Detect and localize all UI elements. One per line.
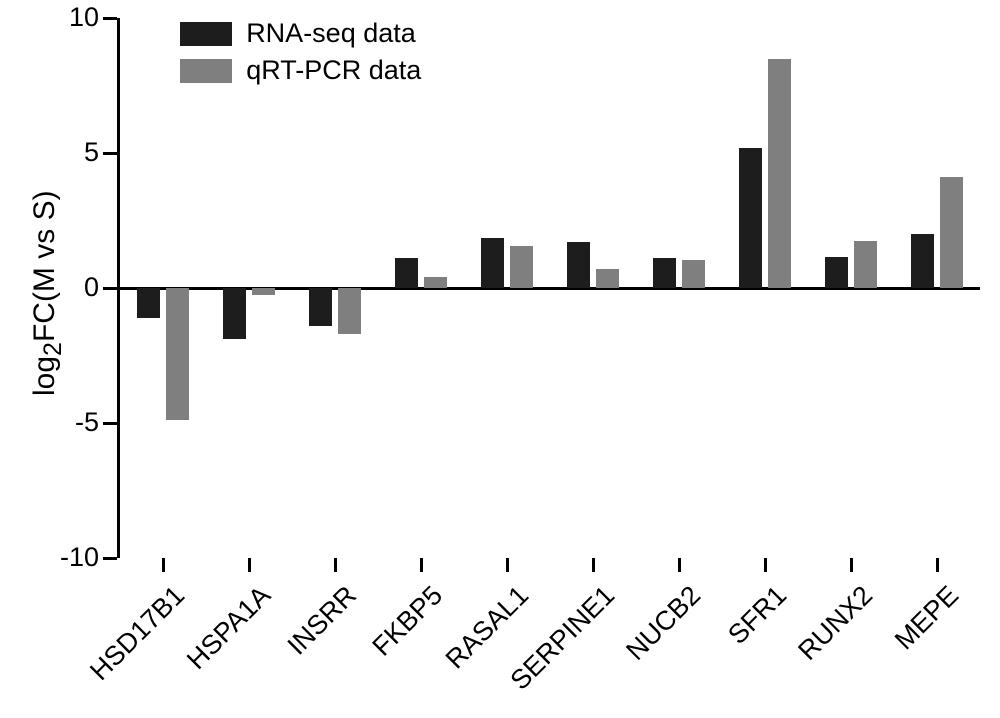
- bar: [137, 288, 160, 318]
- x-tick: [420, 558, 423, 572]
- bar: [309, 288, 332, 326]
- bar: [166, 288, 189, 420]
- chart-container: RNA-seq dataqRT-PCR data log2FC(M vs S) …: [0, 0, 1000, 718]
- x-tick: [592, 558, 595, 572]
- bar: [252, 288, 275, 295]
- x-tick: [162, 558, 165, 572]
- bar: [653, 258, 676, 288]
- bar: [854, 241, 877, 288]
- bar: [395, 258, 418, 288]
- bar: [768, 59, 791, 289]
- bar: [596, 269, 619, 288]
- bar: [825, 257, 848, 288]
- bar: [567, 242, 590, 288]
- bar: [682, 260, 705, 288]
- x-tick: [506, 558, 509, 572]
- bar: [510, 246, 533, 288]
- bar: [940, 177, 963, 288]
- bar: [911, 234, 934, 288]
- bar: [739, 148, 762, 288]
- bar: [424, 277, 447, 288]
- x-tick: [248, 558, 251, 572]
- bar: [338, 288, 361, 334]
- bar: [223, 288, 246, 339]
- x-tick: [764, 558, 767, 572]
- x-tick: [850, 558, 853, 572]
- x-tick: [678, 558, 681, 572]
- x-tick: [936, 558, 939, 572]
- x-tick: [334, 558, 337, 572]
- bar: [481, 238, 504, 288]
